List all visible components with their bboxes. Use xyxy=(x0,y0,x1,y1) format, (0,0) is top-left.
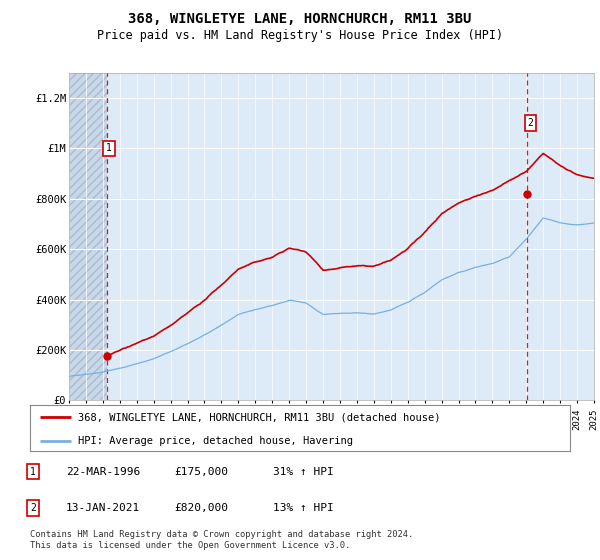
Text: This data is licensed under the Open Government Licence v3.0.: This data is licensed under the Open Gov… xyxy=(30,541,350,550)
Text: HPI: Average price, detached house, Havering: HPI: Average price, detached house, Have… xyxy=(77,436,353,446)
Text: 13% ↑ HPI: 13% ↑ HPI xyxy=(273,503,334,513)
Text: 13-JAN-2021: 13-JAN-2021 xyxy=(66,503,140,513)
Text: Contains HM Land Registry data © Crown copyright and database right 2024.: Contains HM Land Registry data © Crown c… xyxy=(30,530,413,539)
Text: £820,000: £820,000 xyxy=(174,503,228,513)
Text: £175,000: £175,000 xyxy=(174,466,228,477)
Text: 368, WINGLETYE LANE, HORNCHURCH, RM11 3BU (detached house): 368, WINGLETYE LANE, HORNCHURCH, RM11 3B… xyxy=(77,412,440,422)
Bar xyxy=(69,73,107,400)
Text: 31% ↑ HPI: 31% ↑ HPI xyxy=(273,466,334,477)
Text: 2: 2 xyxy=(527,118,533,128)
Text: 368, WINGLETYE LANE, HORNCHURCH, RM11 3BU: 368, WINGLETYE LANE, HORNCHURCH, RM11 3B… xyxy=(128,12,472,26)
Text: Price paid vs. HM Land Registry's House Price Index (HPI): Price paid vs. HM Land Registry's House … xyxy=(97,29,503,42)
Text: 22-MAR-1996: 22-MAR-1996 xyxy=(66,466,140,477)
Text: 1: 1 xyxy=(106,143,112,153)
Text: 1: 1 xyxy=(30,466,36,477)
Text: 2: 2 xyxy=(30,503,36,513)
